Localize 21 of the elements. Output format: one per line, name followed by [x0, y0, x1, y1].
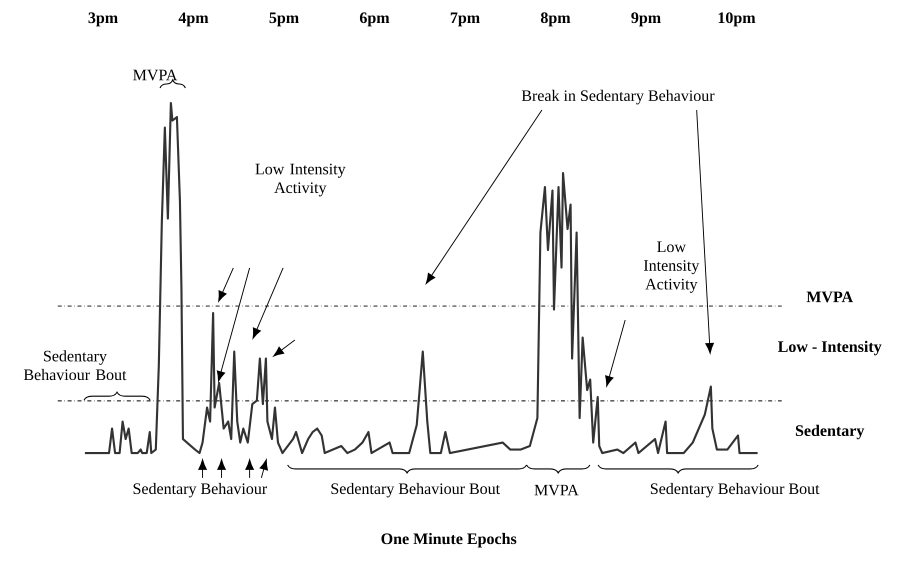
x-tick-label: 10pm	[718, 12, 756, 26]
text: Sedentary Behaviour Bout	[650, 482, 820, 498]
x-tick-label: 3pm	[88, 12, 118, 26]
text: Sedentary	[796, 424, 864, 440]
x-tick-label: 9pm	[631, 12, 661, 26]
x-tick-label: 7pm	[450, 12, 480, 26]
text: MVPA	[534, 484, 579, 496]
text: Sedentary Behaviour	[134, 482, 268, 498]
annotation: Low Intensity Activity	[644, 242, 700, 293]
text: MVPA	[806, 292, 853, 302]
x-axis-title: One Minute Epochs	[381, 532, 516, 548]
text: Sedentary Behaviour Bout	[331, 482, 500, 498]
annotation: Sedentary Behaviour Bout	[24, 350, 126, 380]
x-tick-label: 5pm	[270, 12, 299, 26]
text: MVPA	[133, 70, 178, 80]
x-tick-label: 4pm	[178, 12, 208, 26]
annotation: Break in Sedentary Behaviour	[522, 90, 714, 104]
annotation: Low - Intensity	[778, 340, 882, 356]
annotation: Low Intensity Activity	[255, 164, 346, 196]
x-tick-label: 6pm	[360, 12, 390, 26]
x-tick-label: 8pm	[540, 12, 570, 26]
